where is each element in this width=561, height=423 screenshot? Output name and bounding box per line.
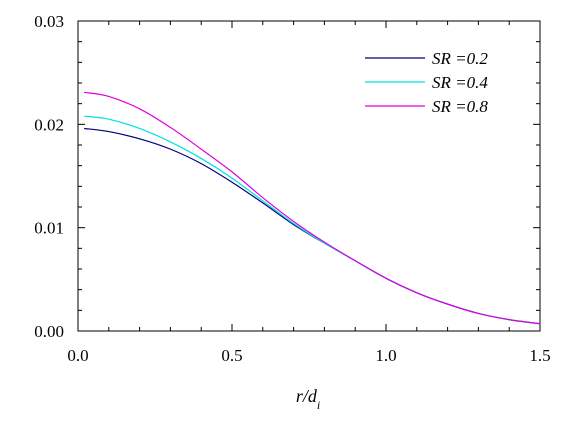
y-tick-label: 0.03 [34,12,64,31]
legend-label-3: SR =0.8 [432,97,488,116]
x-axis-title-subscript: i [317,398,320,412]
y-tick-label: 0.02 [34,115,64,134]
series-line-3 [84,91,541,325]
series-line-1 [84,127,541,325]
x-tick-label: 0.5 [221,346,242,365]
x-tick-label: 1.0 [375,346,396,365]
plot-frame [77,20,541,332]
y-tick-label: 0.01 [34,219,64,238]
legend-label-2: SR =0.4 [432,73,488,92]
x-tick-label: 1.5 [529,346,550,365]
x-axis-title-main: r/d [296,386,318,406]
x-axis-title: r/di [296,386,320,412]
y-tick-label: 0.00 [34,322,64,341]
x-tick-label: 0.0 [67,346,88,365]
legend-label-1: SR =0.2 [432,49,488,68]
series-line-2 [84,115,541,325]
